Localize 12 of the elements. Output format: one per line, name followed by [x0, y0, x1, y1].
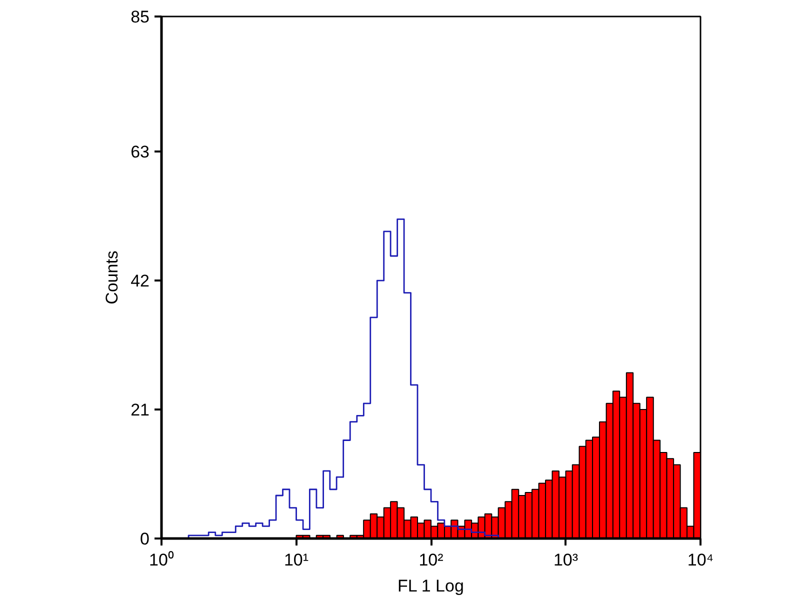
x-tick-label: 10⁴: [687, 550, 714, 570]
y-tick-label: 85: [130, 8, 150, 26]
x-tick-label: 10²: [418, 550, 444, 570]
y-tick-label: 42: [130, 272, 150, 291]
y-tick-label: 21: [130, 400, 150, 420]
y-axis-title: Counts: [102, 250, 122, 304]
y-tick-label: 0: [140, 530, 150, 548]
x-tick-label: 10⁰: [149, 550, 174, 570]
x-axis-title: FL 1 Log: [397, 576, 464, 596]
x-tick-label: 10¹: [284, 550, 309, 570]
x-tick-label: 10³: [553, 550, 578, 570]
y-tick-label: 63: [130, 142, 150, 162]
